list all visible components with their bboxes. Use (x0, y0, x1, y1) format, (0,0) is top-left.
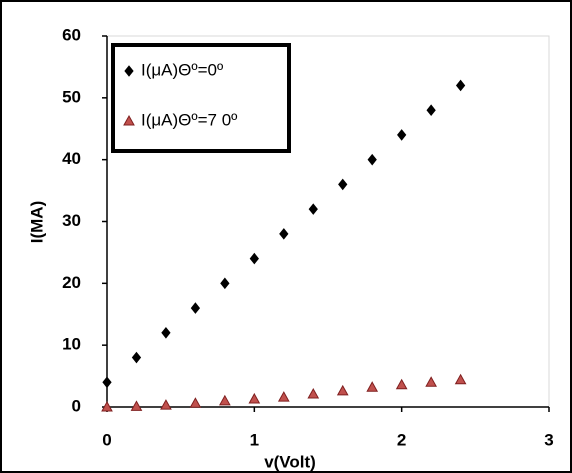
y-tick-label: 0 (72, 396, 81, 415)
data-point (336, 384, 349, 396)
data-point (454, 373, 467, 385)
data-point (455, 79, 466, 92)
data-point (220, 277, 230, 290)
data-point (307, 387, 320, 399)
y-tick-label: 60 (62, 25, 81, 44)
data-point (189, 397, 202, 408)
data-point (425, 376, 437, 387)
data-point (426, 104, 436, 117)
x-tick-label: 0 (102, 430, 111, 449)
y-tick-label: 40 (62, 149, 81, 168)
data-point (338, 178, 348, 191)
y-tick-label: 10 (62, 335, 81, 354)
data-point (277, 391, 290, 402)
y-tick-label: 20 (62, 273, 81, 292)
data-point (308, 203, 318, 215)
legend-marker (124, 65, 134, 77)
legend-label: I(μA)Θº=7 0º (141, 110, 237, 129)
legend-box (111, 43, 291, 153)
y-tick-label: 50 (62, 87, 81, 106)
data-point (249, 252, 259, 265)
data-point (366, 381, 379, 392)
data-point (131, 351, 142, 364)
data-point (161, 326, 171, 339)
data-point (367, 153, 377, 166)
y-axis-label: I(MA) (27, 201, 46, 243)
data-point (279, 228, 289, 240)
data-point (190, 302, 201, 314)
legend-label: I(μA)Θº=0º (141, 60, 223, 79)
y-tick-label: 30 (62, 211, 81, 230)
data-point (219, 394, 231, 406)
x-axis-label: v(Volt) (264, 452, 316, 471)
data-point (395, 378, 408, 390)
x-tick-label: 2 (397, 430, 406, 449)
data-point (160, 399, 172, 410)
x-tick-label: 1 (250, 430, 259, 449)
data-point (130, 400, 143, 411)
data-point (102, 376, 112, 389)
data-point (248, 392, 261, 404)
data-point (101, 400, 113, 412)
data-point (397, 129, 407, 141)
x-tick-label: 3 (544, 430, 553, 449)
legend-marker (123, 114, 135, 126)
